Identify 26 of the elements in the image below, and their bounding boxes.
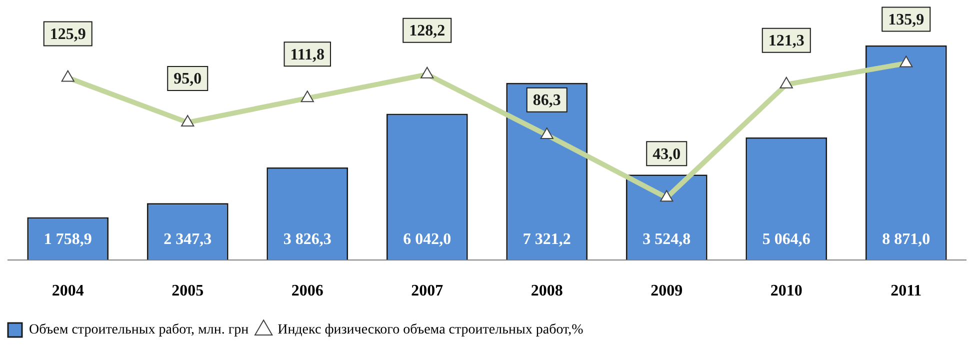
- data-label: 3 826,3: [283, 230, 332, 248]
- x-tick-label: 2010: [770, 282, 802, 300]
- data-label: 5 064,6: [762, 230, 810, 248]
- x-tick-label: 2009: [650, 282, 683, 300]
- data-label: 121,3: [768, 32, 804, 50]
- x-tick-label: 2005: [172, 282, 204, 300]
- data-label: 86,3: [532, 92, 561, 110]
- data-label: 8 871,0: [882, 230, 930, 248]
- legend-label: Объем строительных работ, млн. грн: [29, 322, 250, 338]
- data-label: 111,8: [290, 46, 324, 64]
- data-label: 3 524,8: [642, 230, 691, 248]
- data-label: 95,0: [174, 70, 202, 88]
- data-label: 2 347,3: [164, 230, 212, 248]
- x-tick-label: 2006: [291, 282, 324, 300]
- x-tick-label: 2007: [411, 282, 444, 300]
- data-label: 7 321,2: [522, 230, 571, 248]
- x-tick-label: 2008: [530, 282, 563, 300]
- data-label: 6 042,0: [403, 230, 452, 248]
- x-tick-label: 2004: [52, 282, 84, 300]
- x-tick-label: 2011: [890, 282, 922, 300]
- data-label: 135,9: [888, 11, 924, 28]
- data-label: 125,9: [50, 26, 86, 43]
- legend-label: Индекс физического объема строительных работ,%: [278, 322, 584, 338]
- data-label: 1 758,9: [44, 230, 92, 248]
- data-label: 128,2: [409, 22, 446, 40]
- data-label: 43,0: [652, 146, 681, 163]
